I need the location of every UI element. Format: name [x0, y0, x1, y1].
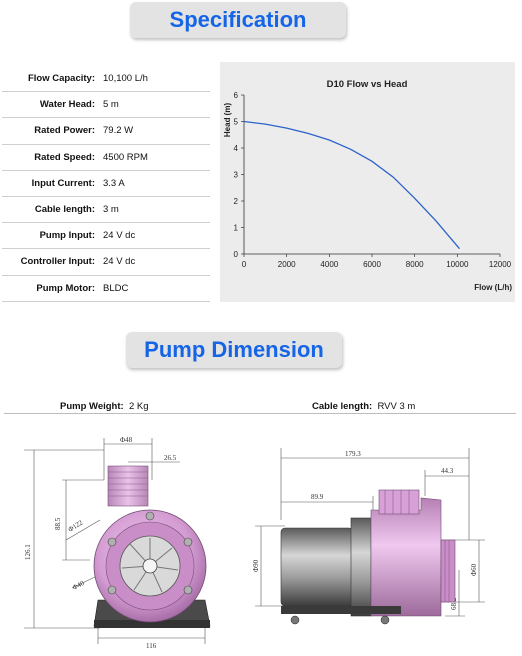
cable-length-value: RVV 3 m [377, 401, 416, 412]
outlet-pipe [107, 465, 149, 507]
specification-heading: Specification [130, 2, 346, 38]
base-plate [94, 620, 210, 628]
x-tick-label: 2000 [278, 260, 296, 269]
spec-value: 4500 RPM [103, 151, 148, 163]
chart-title: D10 Flow vs Head [327, 79, 408, 90]
side-dimension-lines [255, 448, 485, 617]
chart-canvas: D10 Flow vs Head 0 1 2 3 4 5 6 0 2000 4000 6000 8000… [223, 79, 512, 292]
dim-l44: 44.3 [441, 467, 454, 475]
dim-w26: 26.5 [164, 454, 177, 462]
x-tick-label: 10000 [446, 260, 469, 269]
series-line-head [243, 120, 460, 250]
spec-row: Rated Speed: 4500 RPM [2, 145, 210, 171]
cable-length: Cable length: RVV 3 m [312, 401, 415, 412]
x-tick-label: 12000 [489, 260, 512, 269]
spec-value: 10,100 L/h [103, 73, 148, 85]
spec-label: Flow Capacity: [27, 73, 95, 85]
inlet-pipe-side [440, 539, 456, 603]
spec-label: Rated Power: [34, 125, 95, 137]
spec-label: Input Current: [31, 177, 95, 189]
dim-d60: Φ60 [470, 563, 478, 576]
pump-dimension-heading: Pump Dimension [126, 332, 342, 368]
spec-value: 5 m [103, 99, 119, 111]
spec-row: Cable length: 3 m [2, 197, 210, 224]
spec-row: Controller Input: 24 V dc [2, 249, 210, 276]
dim-h88: 88.5 [54, 517, 62, 530]
x-tick-label: 6000 [363, 260, 381, 269]
spec-label: Rated Speed: [34, 151, 95, 163]
spec-value: 24 V dc [103, 230, 136, 242]
y-tick-label: 6 [234, 91, 239, 100]
spec-value: 3 m [103, 204, 119, 216]
x-tick-label: 0 [242, 260, 247, 269]
outlet-pipe-side [378, 489, 420, 515]
x-tick-label: 4000 [320, 260, 338, 269]
pump-weight: Pump Weight: 2 Kg [60, 401, 149, 412]
pump-housing-side [370, 497, 442, 617]
dim-d48: Φ48 [120, 436, 133, 444]
dim-d40: Φ40 [71, 579, 86, 592]
dim-l89: 89.9 [311, 493, 324, 501]
y-axis-label: Head (m) [223, 103, 232, 138]
pump-front-view: Φ48 26.5 Φ122 88.5 Φ40 126.1 116 [24, 436, 211, 650]
dim-w116: 116 [146, 642, 157, 650]
motor-flange [350, 517, 372, 617]
spec-row: Water Head: 5 m [2, 92, 210, 119]
spec-row: Input Current: 3.3 A [2, 171, 210, 197]
spec-label: Cable length: [34, 204, 95, 216]
spec-label: Controller Input: [20, 256, 95, 268]
spec-row: Pump Motor: BLDC [2, 276, 210, 302]
spec-label: Pump Motor: [36, 282, 95, 294]
dim-h68: 68.2 [450, 597, 458, 610]
y-tick-label: 3 [234, 171, 239, 180]
spec-value: 79.2 W [103, 125, 134, 137]
side-base [281, 606, 401, 614]
spec-row: Rated Power: 79.2 W [2, 118, 210, 145]
dim-h126: 126.1 [24, 544, 32, 560]
spec-value: 24 V dc [103, 256, 136, 268]
screws [107, 511, 193, 595]
pump-weight-value: 2 Kg [128, 401, 149, 412]
y-tick-label: 1 [234, 224, 239, 233]
dim-d90: Φ90 [252, 559, 260, 572]
spec-table: Flow Capacity: 10,100 L/h Water Head: 5 m … [2, 66, 210, 302]
impeller-hub [142, 558, 158, 574]
y-tick-label: 5 [234, 118, 239, 127]
outlet-threads [384, 490, 410, 514]
dim-r122: Φ122 [67, 518, 85, 533]
motor-body [280, 527, 354, 607]
spec-row: Flow Capacity: 10,100 L/h [2, 66, 210, 93]
x-axis-label: Flow (L/h) [474, 283, 512, 292]
pipe-threads [108, 471, 148, 497]
cable-length-label: Cable length: [312, 401, 373, 412]
spec-row: Pump Input: 24 V dc [2, 223, 210, 250]
x-tick-label: 8000 [406, 260, 424, 269]
spec-label: Pump Input: [39, 230, 95, 242]
spec-label: Water Head: [39, 99, 95, 111]
divider [4, 413, 516, 414]
spec-value: 3.3 A [103, 177, 125, 189]
y-tick-label: 2 [234, 197, 239, 206]
pump-weight-label: Pump Weight: [60, 401, 124, 412]
spec-value: BLDC [103, 282, 129, 294]
pump-side-view: 179.3 44.3 89.9 Φ90 Φ60 68.2 [252, 448, 485, 625]
dim-l179: 179.3 [345, 450, 361, 458]
y-tick-label: 4 [234, 144, 239, 153]
flow-head-chart: D10 Flow vs Head 0 1 2 3 4 5 6 0 2000 4000 6000 8000… [220, 62, 515, 302]
y-tick-label: 0 [234, 250, 239, 259]
